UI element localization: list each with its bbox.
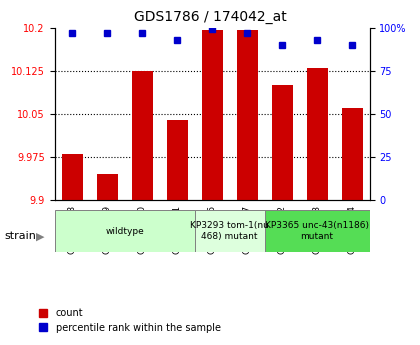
Bar bbox=[97, 174, 118, 200]
Bar bbox=[131, 71, 152, 200]
FancyBboxPatch shape bbox=[55, 210, 194, 252]
FancyBboxPatch shape bbox=[265, 210, 370, 252]
Text: GDS1786 / 174042_at: GDS1786 / 174042_at bbox=[134, 10, 286, 24]
Bar bbox=[167, 120, 188, 200]
Bar bbox=[272, 85, 293, 200]
Bar bbox=[202, 30, 223, 200]
Bar bbox=[307, 68, 328, 200]
Text: strain: strain bbox=[4, 231, 36, 241]
Text: ▶: ▶ bbox=[36, 231, 44, 241]
Bar bbox=[62, 154, 83, 200]
Text: wildtype: wildtype bbox=[105, 227, 144, 236]
FancyBboxPatch shape bbox=[194, 210, 265, 252]
Legend: count, percentile rank within the sample: count, percentile rank within the sample bbox=[39, 308, 221, 333]
Text: KP3365 unc-43(n1186)
mutant: KP3365 unc-43(n1186) mutant bbox=[265, 221, 369, 241]
Bar bbox=[341, 108, 362, 200]
Text: KP3293 tom-1(nu
468) mutant: KP3293 tom-1(nu 468) mutant bbox=[190, 221, 269, 241]
Bar bbox=[236, 30, 257, 200]
